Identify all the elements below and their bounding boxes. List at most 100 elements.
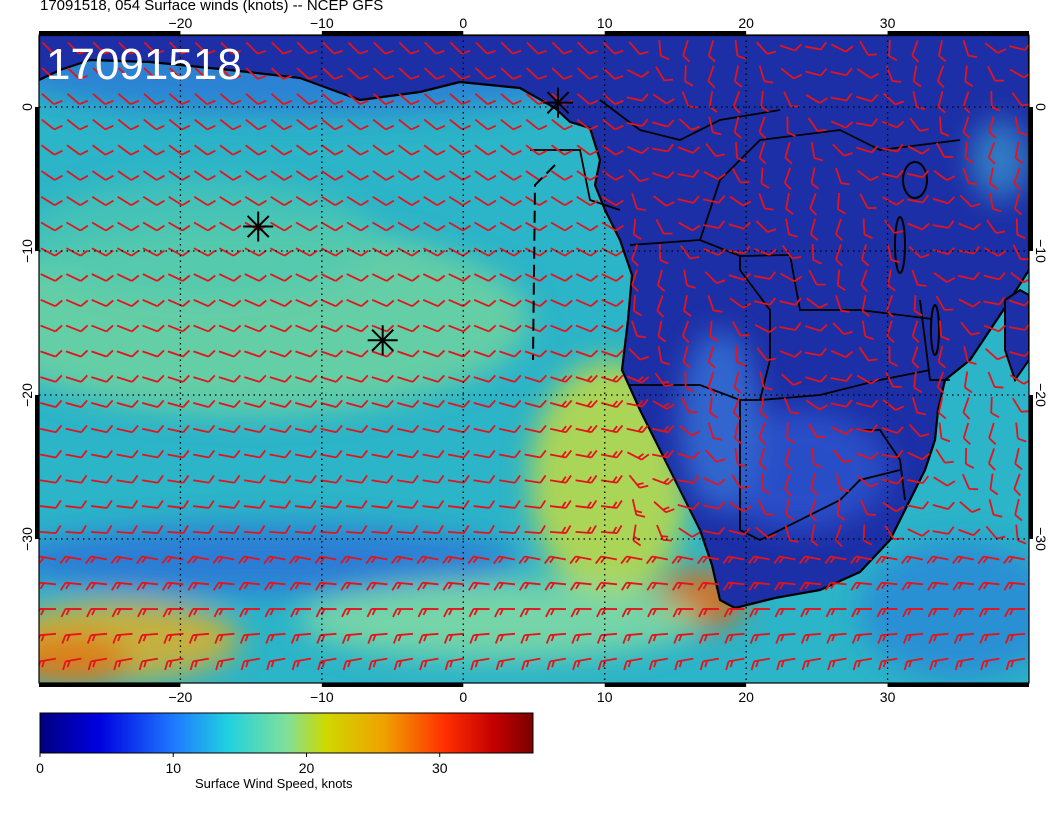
- wind-barb: [346, 221, 369, 232]
- wind-barb: [372, 247, 395, 257]
- wind-barb: [193, 424, 216, 434]
- wind-barb: [213, 581, 235, 591]
- wind-barb: [859, 193, 877, 209]
- wind-barb: [66, 170, 89, 181]
- wind-barb: [194, 118, 216, 131]
- figure-title: 17091518, 054 Surface winds (knots) -- N…: [40, 0, 384, 14]
- wind-barb: [708, 90, 718, 113]
- wind-barb: [371, 374, 394, 383]
- wind-barb: [368, 657, 388, 671]
- wind-barb: [116, 349, 140, 358]
- wind-barb: [550, 195, 573, 207]
- wind-barb: [237, 555, 261, 565]
- wind-barb: [550, 349, 573, 358]
- wind-barb: [169, 67, 191, 80]
- wind-barb: [59, 555, 82, 565]
- wind-barb: [929, 657, 949, 671]
- wind-barb: [391, 581, 414, 591]
- wind-barb: [602, 144, 624, 156]
- wind-barb: [652, 119, 675, 128]
- lon-tick-label-top: −20: [169, 15, 193, 31]
- wind-barb: [136, 581, 159, 591]
- lat-tick-label-right: −30: [1033, 527, 1049, 551]
- wind-barb: [810, 167, 820, 190]
- wind-barb: [550, 273, 573, 282]
- wind-barb: [758, 422, 767, 446]
- wind-barb: [805, 374, 828, 383]
- wind-barb: [786, 116, 797, 138]
- wind-barb: [698, 632, 720, 644]
- wind-barb: [908, 245, 930, 259]
- wind-barb: [244, 273, 267, 282]
- lon-tick-label-bottom: 10: [597, 689, 613, 705]
- wind-barb: [296, 41, 318, 55]
- wind-barb: [243, 499, 266, 509]
- wind-barb: [244, 374, 267, 383]
- wind-barb: [294, 449, 318, 459]
- wind-barb: [499, 374, 522, 383]
- wind-barb: [417, 608, 439, 618]
- wind-barb: [887, 243, 900, 264]
- wind-barb: [244, 399, 267, 408]
- wind-barb: [881, 120, 905, 129]
- wind-barb: [39, 449, 63, 459]
- wind-barb: [243, 525, 266, 535]
- wind-barb: [499, 349, 522, 358]
- wind-barb: [733, 422, 743, 445]
- wind-barb: [269, 349, 293, 358]
- wind-barb: [142, 324, 165, 333]
- wind-barb: [296, 93, 318, 106]
- wind-barb: [295, 273, 318, 282]
- wind-barb: [40, 399, 63, 408]
- wind-barb: [65, 399, 88, 408]
- wind-barb: [597, 657, 618, 671]
- wind-barb: [91, 374, 114, 383]
- wind-barb: [809, 499, 818, 522]
- wind-barb: [218, 374, 241, 383]
- wind-barb: [575, 374, 598, 383]
- wind-barb: [525, 118, 548, 131]
- wind-barb: [396, 449, 420, 459]
- wind-barb: [417, 581, 439, 591]
- wind-barb: [575, 399, 598, 408]
- wind-barb: [342, 657, 363, 671]
- wind-barb: [62, 657, 82, 671]
- wind-barb: [652, 425, 675, 434]
- wind-barb: [758, 116, 767, 140]
- wind-barb: [294, 499, 317, 509]
- wind-barb: [65, 374, 88, 383]
- wind-barb: [295, 170, 318, 181]
- wind-barb: [678, 118, 701, 131]
- wind-barb: [41, 144, 63, 156]
- wind-barb: [245, 41, 267, 55]
- wind-barb: [215, 657, 235, 671]
- wind-barb: [856, 145, 879, 154]
- wind-barb: [90, 499, 113, 509]
- wind-barb: [396, 525, 419, 535]
- wind-barb: [707, 40, 716, 63]
- wind-barb: [983, 272, 1006, 281]
- wind-barb: [65, 273, 89, 282]
- wind-barb: [143, 41, 165, 55]
- wind-barb: [423, 118, 446, 131]
- wind-barb: [704, 449, 726, 463]
- wind-barb: [321, 93, 344, 106]
- wind-barb: [396, 474, 419, 484]
- wind-barb: [938, 422, 951, 443]
- wind-barb: [495, 657, 516, 671]
- wind-barb: [702, 220, 726, 229]
- wind-barb: [577, 41, 598, 55]
- wind-barb: [137, 608, 159, 618]
- wind-barb: [602, 41, 624, 55]
- wind-barb: [986, 219, 1006, 234]
- wind-barb: [978, 581, 1000, 591]
- lat-tick-label-left: −20: [19, 383, 35, 407]
- wind-barb: [628, 41, 649, 55]
- wind-barb: [758, 448, 767, 471]
- wind-barb: [1009, 42, 1029, 51]
- wind-barb: [761, 473, 771, 495]
- wind-barb: [575, 324, 599, 333]
- wind-barb: [987, 371, 1004, 389]
- wind-barb: [269, 399, 292, 408]
- wind-barb: [220, 41, 241, 55]
